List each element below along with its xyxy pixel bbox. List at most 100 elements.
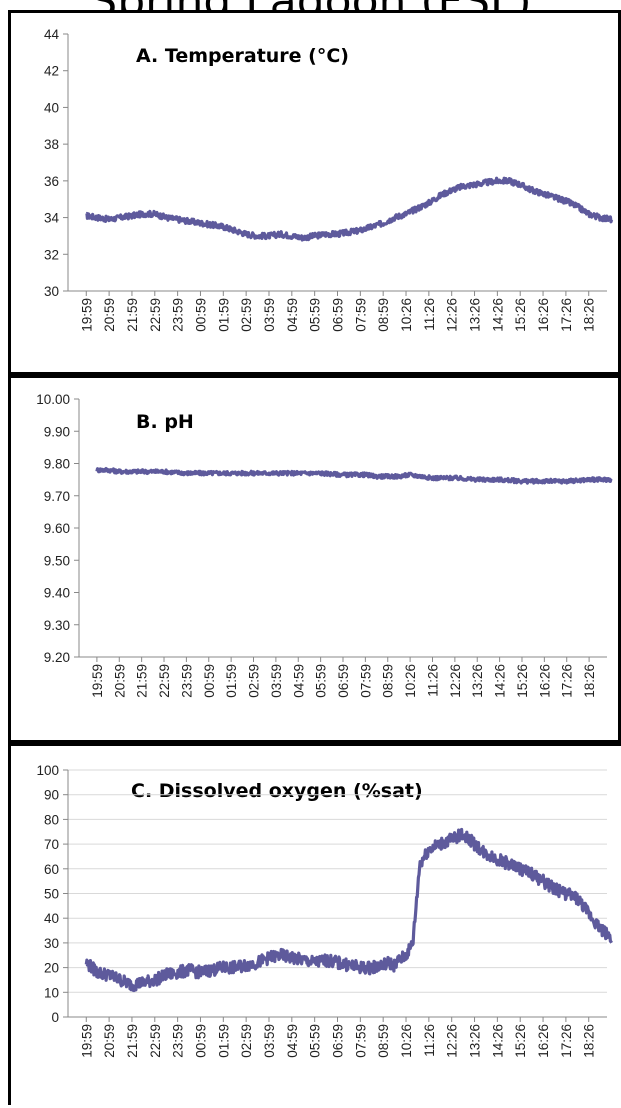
- y-tick-label: 20: [44, 961, 59, 976]
- y-tick-label: 50: [44, 887, 59, 902]
- y-tick-label: 30: [44, 936, 59, 951]
- x-tick-label: 21:59: [125, 1024, 140, 1058]
- y-tick-label: 60: [44, 862, 59, 877]
- x-tick-label: 21:59: [135, 664, 150, 698]
- x-tick-label: 05:59: [308, 298, 323, 332]
- y-tick-label: 70: [44, 837, 59, 852]
- y-tick-label: 9.80: [44, 457, 70, 472]
- x-tick-label: 17:26: [559, 298, 574, 332]
- y-tick-label: 100: [36, 763, 59, 778]
- x-tick-label: 06:59: [331, 298, 346, 332]
- y-tick-label: 34: [44, 211, 60, 226]
- x-tick-label: 03:59: [262, 298, 277, 332]
- x-tick-label: 14:26: [490, 298, 505, 332]
- x-tick-label: 19:59: [79, 298, 94, 332]
- x-tick-label: 17:26: [560, 664, 575, 698]
- x-tick-label: 01:59: [216, 298, 231, 332]
- chart-panel-ph: B. pH 9.20 9.30 9.40 9.50 9.60 9.70 9.80 9.90 10.…: [8, 375, 621, 743]
- x-tick-label: 16:26: [536, 298, 551, 332]
- x-tick-label: 20:59: [112, 664, 127, 698]
- x-tick-label: 18:26: [582, 298, 597, 332]
- x-tick-label: 20:59: [102, 298, 117, 332]
- chart-title: B. pH: [136, 411, 194, 433]
- x-tick-label: 00:59: [202, 664, 217, 698]
- x-tick-label: 02:59: [247, 664, 262, 698]
- x-tick-label: 16:26: [537, 664, 552, 698]
- ph-chart: B. pH 9.20 9.30 9.40 9.50 9.60 9.70 9.80 9.90 10.…: [36, 392, 613, 698]
- y-tick-label: 36: [44, 174, 59, 189]
- data-series-line: [85, 176, 614, 242]
- x-tick-label: 14:26: [493, 664, 508, 698]
- x-tick-label: 15:26: [513, 1024, 528, 1058]
- x-tick-label: 08:59: [376, 298, 391, 332]
- x-tick-label: 13:26: [468, 1024, 483, 1058]
- x-tick-label: 16:26: [536, 1024, 551, 1058]
- x-tick-label: 03:59: [269, 664, 284, 698]
- chart-panel-temperature: A. Temperature (°C) 30 32 34 36 38 40 42 44 19:59…: [8, 10, 621, 375]
- x-tick-label: 07:59: [353, 1024, 368, 1058]
- x-tick-label: 22:59: [148, 1024, 163, 1058]
- y-tick-label: 9.40: [44, 586, 70, 601]
- x-tick-label: 18:26: [582, 1024, 597, 1058]
- data-series-line: [95, 466, 613, 485]
- x-tick-label: 12:26: [445, 1024, 460, 1058]
- x-tick-label: 14:26: [490, 1024, 505, 1058]
- x-tick-label: 07:59: [358, 664, 373, 698]
- x-tick-label: 15:26: [515, 664, 530, 698]
- x-tick-label: 15:26: [513, 298, 528, 332]
- x-tick-label: 00:59: [193, 1024, 208, 1058]
- x-tick-label: 22:59: [157, 664, 172, 698]
- x-tick-label: 12:26: [445, 298, 460, 332]
- y-tick-label: 10: [44, 985, 59, 1000]
- x-tick-label: 19:59: [79, 1024, 94, 1058]
- y-tick-label: 44: [44, 27, 60, 42]
- y-tick-label: 30: [44, 284, 59, 299]
- x-tick-label: 02:59: [239, 298, 254, 332]
- y-tick-label: 42: [44, 64, 59, 79]
- x-tick-label: 03:59: [262, 1024, 277, 1058]
- y-tick-label: 90: [44, 788, 59, 803]
- y-tick-label: 9.20: [44, 650, 70, 665]
- x-tick-label: 01:59: [224, 664, 239, 698]
- y-tick-label: 80: [44, 812, 59, 827]
- x-tick-label: 23:59: [171, 1024, 186, 1058]
- x-tick-label: 05:59: [314, 664, 329, 698]
- x-tick-label: 13:26: [470, 664, 485, 698]
- x-tick-label: 21:59: [125, 298, 140, 332]
- chart-title: C. Dissolved oxygen (%sat): [131, 780, 423, 802]
- y-tick-label: 9.30: [44, 618, 70, 633]
- chart-panel-dissolved-oxygen: C. Dissolved oxygen (%sat) 0 10 20 30 40 50 60 7…: [8, 743, 621, 1105]
- x-tick-label: 08:59: [381, 664, 396, 698]
- x-tick-label: 11:26: [425, 664, 440, 697]
- y-tick-label: 9.90: [44, 424, 70, 439]
- x-tick-label: 20:59: [102, 1024, 117, 1058]
- x-tick-label: 06:59: [336, 664, 351, 698]
- y-tick-label: 9.70: [44, 489, 70, 504]
- x-tick-label: 01:59: [216, 1024, 231, 1058]
- x-tick-label: 05:59: [308, 1024, 323, 1058]
- dissolved-oxygen-chart: C. Dissolved oxygen (%sat) 0 10 20 30 40 50 60 7…: [36, 763, 613, 1058]
- x-tick-label: 04:59: [285, 298, 300, 332]
- y-tick-label: 9.50: [44, 553, 70, 568]
- x-tick-label: 18:26: [582, 664, 597, 698]
- y-tick-label: 10.00: [36, 392, 70, 407]
- x-tick-label: 08:59: [376, 1024, 391, 1058]
- y-tick-label: 40: [44, 100, 59, 115]
- x-tick-label: 04:59: [291, 664, 306, 698]
- x-tick-label: 23:59: [171, 298, 186, 332]
- y-tick-label: 38: [44, 137, 59, 152]
- x-tick-label: 10:26: [399, 1024, 414, 1058]
- data-series-line: [84, 827, 613, 993]
- x-tick-label: 10:26: [403, 664, 418, 698]
- x-tick-label: 13:26: [468, 298, 483, 332]
- y-tick-label: 32: [44, 247, 59, 262]
- x-tick-label: 06:59: [331, 1024, 346, 1058]
- temperature-chart: A. Temperature (°C) 30 32 34 36 38 40 42 44 19:59…: [44, 27, 614, 332]
- x-tick-label: 22:59: [148, 298, 163, 332]
- y-tick-label: 40: [44, 911, 59, 926]
- x-tick-label: 17:26: [559, 1024, 574, 1058]
- x-tick-label: 10:26: [399, 298, 414, 332]
- x-tick-label: 04:59: [285, 1024, 300, 1058]
- x-tick-label: 12:26: [448, 664, 463, 698]
- x-tick-label: 00:59: [193, 298, 208, 332]
